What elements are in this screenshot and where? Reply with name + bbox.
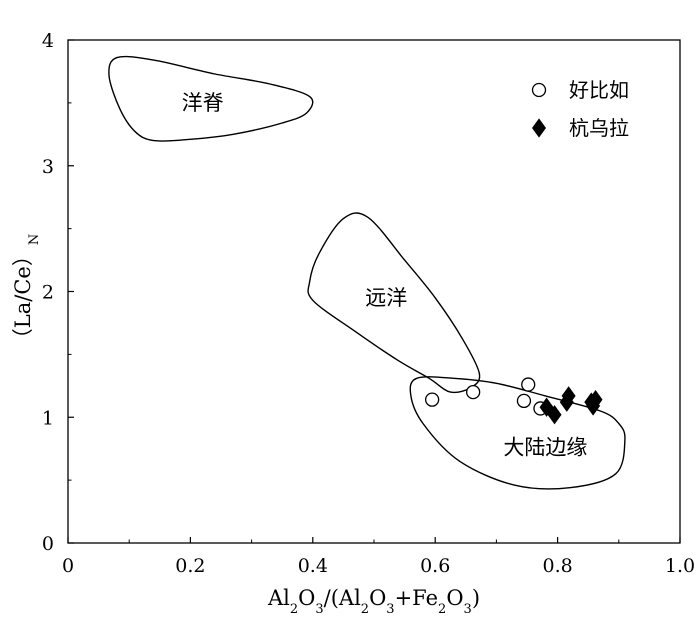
- legend-marker: [531, 82, 547, 98]
- y-tick-label: 1: [42, 407, 54, 429]
- region-outline: [307, 212, 481, 394]
- x-tick-label: 0.8: [542, 555, 572, 577]
- diamond-point: [547, 405, 562, 425]
- circle-point: [521, 377, 536, 392]
- y-tick-label: 2: [42, 282, 54, 304]
- y-tick-label: 3: [42, 156, 54, 178]
- circle-point: [516, 393, 532, 409]
- circle-point: [424, 392, 440, 407]
- data-points: [424, 377, 603, 425]
- legend-label: 好比如: [569, 78, 629, 102]
- diamond-point: [588, 389, 603, 410]
- y-tick-label: 4: [42, 30, 54, 52]
- region-outline: [409, 376, 626, 490]
- x-tick-label: 0: [62, 555, 74, 577]
- x-axis-label: Al2O3/(Al2O3+Fe2O3): [267, 586, 480, 617]
- legend-marker: [532, 118, 546, 138]
- region-label: 大陆边缘: [503, 435, 587, 459]
- y-axis-label: （La/Ce）N: [11, 234, 42, 349]
- region-label: 远洋: [365, 286, 407, 310]
- x-tick-label: 0.4: [298, 555, 328, 577]
- y-tick-label: 0: [42, 533, 54, 555]
- circle-point: [465, 384, 481, 400]
- legend-label: 杭乌拉: [569, 116, 629, 140]
- axis-ticks: 0 0.2 0.4 0.6 0.8 1.0 0 1 2 3 4: [42, 30, 695, 577]
- x-tick-label: 0.2: [175, 555, 205, 577]
- region-label: 洋脊: [182, 91, 224, 115]
- x-tick-label: 1.0: [665, 555, 695, 577]
- x-tick-label: 0.6: [420, 555, 450, 577]
- region-outline: [108, 55, 314, 142]
- diamond-point: [561, 386, 576, 406]
- axis-labels: Al2O3/(Al2O3+Fe2O3) （La/Ce）N: [11, 234, 480, 617]
